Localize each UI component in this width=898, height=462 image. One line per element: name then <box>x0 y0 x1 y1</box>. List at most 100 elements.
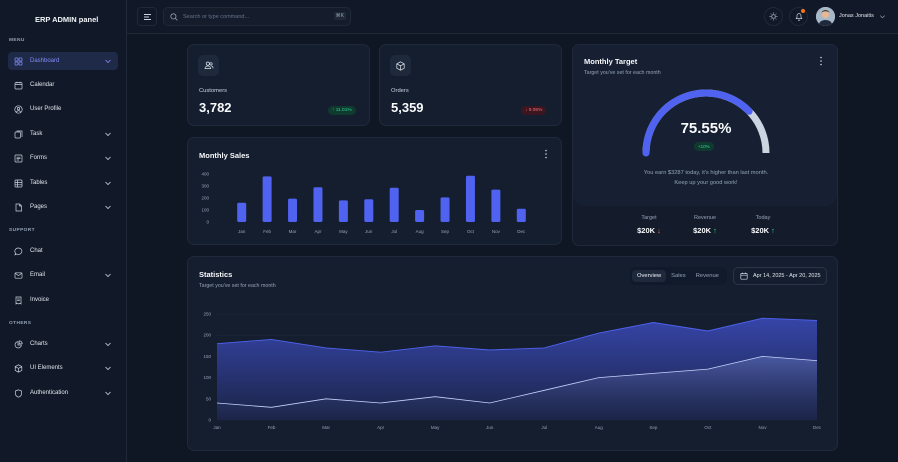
customers-icon-box <box>198 55 219 76</box>
customers-label: Customers <box>199 88 228 94</box>
email-icon <box>14 271 23 279</box>
sidebar-item-charts[interactable]: Charts <box>8 335 118 353</box>
more-options-icon[interactable] <box>544 149 548 159</box>
users-icon <box>204 61 213 69</box>
x-tick-label: Sep <box>649 425 658 430</box>
summary-today-value: $20K ↑ <box>733 226 793 235</box>
bar-jul[interactable] <box>389 187 399 222</box>
monthly-target-subtitle: Target you've set for each month <box>584 70 661 76</box>
bar-may[interactable] <box>338 200 348 222</box>
notification-dot <box>801 9 805 13</box>
menu-icon <box>143 13 151 20</box>
sidebar-item-tables[interactable]: Tables <box>8 174 118 192</box>
bar-dec[interactable] <box>516 208 526 222</box>
sidebar-item-label: UI Elements <box>30 365 63 371</box>
x-tick-label: Jan <box>238 229 246 234</box>
arrow-up-icon: ↑ <box>332 108 336 113</box>
sidebar-item-label: Invoice <box>30 297 50 303</box>
cube-icon <box>14 363 23 373</box>
sidebar-item-authentication[interactable]: Authentication <box>8 384 118 402</box>
x-tick-label: Feb <box>263 229 271 234</box>
topbar: ⌘K Jonas Jonaitis <box>127 0 898 34</box>
customers-change-badge: ↑ 11.01% <box>328 106 356 115</box>
sidebar-item-label: Calendar <box>30 82 55 88</box>
theme-toggle-button[interactable] <box>764 7 783 26</box>
brand-title: ERP ADMIN panel <box>35 15 99 24</box>
sidebar-item-ui-elements[interactable]: UI Elements <box>8 359 118 377</box>
x-tick-label: Sep <box>441 229 450 234</box>
sidebar-item-label: Chat <box>30 248 43 254</box>
orders-card: Orders 5,359 ↓ 9.05% <box>379 44 562 126</box>
sidebar-item-pages[interactable]: Pages <box>8 198 118 216</box>
x-tick-label: Jun <box>486 425 494 430</box>
search-input[interactable] <box>183 13 323 20</box>
bar-jan[interactable] <box>237 202 247 222</box>
sidebar-item-label: Charts <box>30 341 48 347</box>
summary-target: Target $20K ↓ <box>619 215 679 235</box>
bar-jun[interactable] <box>364 199 374 222</box>
bar-mar[interactable] <box>288 198 298 222</box>
summary-today-amount: $20K <box>751 226 770 235</box>
sidebar-item-task[interactable]: Task <box>8 125 118 143</box>
x-tick-label: Feb <box>268 425 276 430</box>
section-label-others: OTHERS <box>9 321 32 326</box>
y-tick-label: 100 <box>203 375 211 380</box>
x-tick-label: May <box>431 425 440 430</box>
avatar[interactable] <box>816 7 835 26</box>
sidebar-item-calendar[interactable]: Calendar <box>8 76 118 94</box>
user-name[interactable]: Jonas Jonaitis <box>839 13 874 19</box>
summary-revenue-amount: $20K <box>693 226 712 235</box>
orders-icon-box <box>390 55 411 76</box>
section-label-support: SUPPORT <box>9 228 35 233</box>
search-shortcut: ⌘K <box>333 12 346 20</box>
chevron-down-icon <box>105 181 111 186</box>
section-label-menu: MENU <box>9 38 25 43</box>
chevron-down-icon <box>105 273 111 278</box>
bar-sep[interactable] <box>440 197 450 222</box>
monthly-sales-card: Monthly Sales 0 100 200 300 400 Jan Feb Mar Apr M… <box>187 137 562 245</box>
y-tick-label: 0 <box>208 418 211 423</box>
more-options-icon[interactable] <box>819 56 823 66</box>
x-tick-label: Apr <box>314 229 322 234</box>
y-tick-label: 50 <box>206 396 212 401</box>
bar-oct[interactable] <box>465 175 475 222</box>
sidebar: ERP ADMIN panel MENU SUPPORT OTHERS Dash… <box>0 0 127 462</box>
chevron-down-icon[interactable] <box>879 13 886 20</box>
sidebar-item-forms[interactable]: Forms <box>8 149 118 167</box>
orders-value: 5,359 <box>391 100 424 115</box>
date-range-picker[interactable]: Apr 14, 2025 - Apr 20, 2025 <box>733 267 827 285</box>
x-tick-label: Aug <box>595 425 604 430</box>
sidebar-item-invoice[interactable]: Invoice <box>8 291 118 309</box>
summary-revenue-label: Revenue <box>693 215 717 221</box>
tab-revenue[interactable]: Revenue <box>695 273 719 279</box>
chevron-down-icon <box>105 132 111 137</box>
y-tick-label: 150 <box>203 354 211 359</box>
pie-chart-icon <box>14 339 23 348</box>
shield-icon <box>15 388 22 398</box>
series-1-line <box>216 317 818 353</box>
x-tick-label: Mar <box>289 229 297 234</box>
y-tick-label: 250 <box>203 312 211 317</box>
sidebar-item-user-profile[interactable]: User Profile <box>8 100 118 118</box>
tab-sales[interactable]: Sales <box>671 273 686 279</box>
sidebar-toggle-button[interactable] <box>137 7 157 26</box>
target-change-badge: +10% <box>694 142 714 151</box>
sidebar-item-chat[interactable]: Chat <box>8 242 118 260</box>
sidebar-item-label: User Profile <box>30 106 62 112</box>
y-tick-label: 200 <box>203 333 211 338</box>
summary-today-label: Today <box>755 215 771 221</box>
notifications-button[interactable] <box>789 7 808 26</box>
x-tick-label: May <box>339 229 348 234</box>
bar-feb[interactable] <box>262 176 272 222</box>
sidebar-item-dashboard[interactable]: Dashboard <box>8 52 118 70</box>
sidebar-item-label: Pages <box>30 204 48 210</box>
bar-aug[interactable] <box>415 210 425 222</box>
statistics-title: Statistics <box>199 270 233 279</box>
table-icon <box>14 179 23 187</box>
bar-nov[interactable] <box>491 189 501 222</box>
user-avatar-icon <box>816 7 835 26</box>
bar-apr[interactable] <box>313 187 323 222</box>
tab-overview[interactable]: Overview <box>632 270 667 282</box>
search-bar[interactable]: ⌘K <box>163 7 351 26</box>
sidebar-item-email[interactable]: Email <box>8 266 118 284</box>
